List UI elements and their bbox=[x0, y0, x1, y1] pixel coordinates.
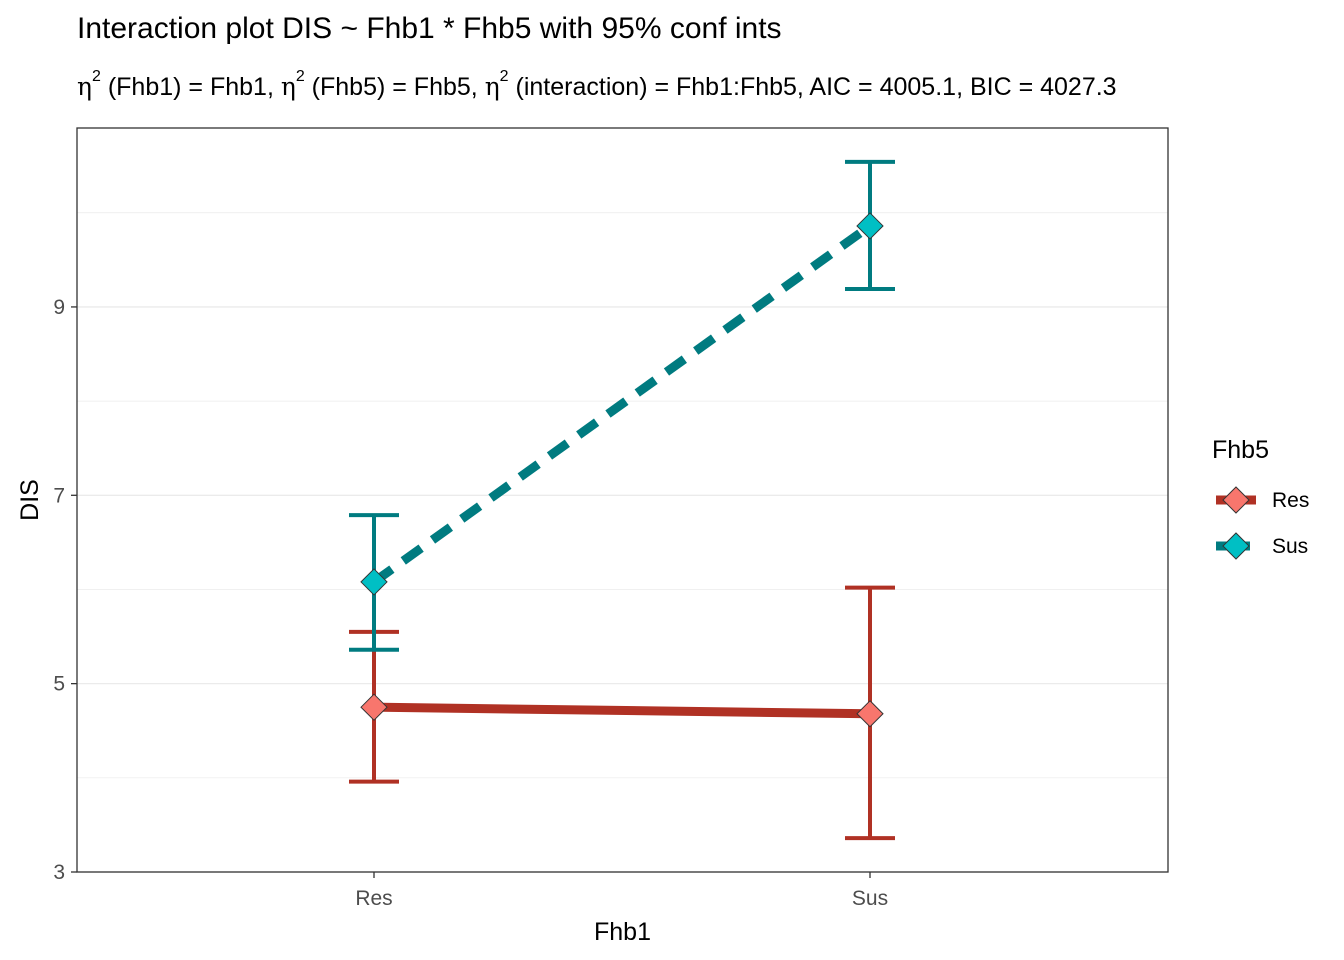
subtitle-part1: (Fhb1) = Fhb1, bbox=[100, 73, 281, 101]
legend-label: Sus bbox=[1272, 535, 1308, 558]
y-tick-label: 7 bbox=[53, 484, 65, 507]
panel-border bbox=[76, 127, 1169, 873]
series-line-res bbox=[373, 702, 871, 719]
y-tick-label: 3 bbox=[53, 861, 65, 884]
y-tick-label: 9 bbox=[53, 296, 65, 319]
legend-key-point bbox=[1222, 486, 1250, 514]
grid-lines bbox=[77, 212, 1168, 873]
eta-symbol: η bbox=[77, 72, 92, 101]
data-point-sus bbox=[856, 212, 884, 240]
eta-superscript: 2 bbox=[91, 68, 101, 85]
y-tick-label: 5 bbox=[53, 673, 65, 696]
legend-key-point bbox=[1222, 532, 1250, 560]
series-layer bbox=[349, 159, 895, 841]
data-point-res bbox=[856, 700, 884, 728]
eta-superscript: 2 bbox=[295, 68, 305, 85]
subtitle-part3: (interaction) = Fhb1:Fhb5, AIC = 4005.1,… bbox=[508, 73, 1117, 101]
x-tick-label: Res bbox=[355, 887, 392, 910]
x-tick-label: Sus bbox=[852, 887, 888, 910]
legend: Fhb5 Res Sus bbox=[1212, 436, 1309, 560]
eta-symbol: η bbox=[280, 72, 296, 101]
x-axis-title: Fhb1 bbox=[594, 918, 651, 946]
series-line-sus bbox=[371, 222, 873, 586]
eta-superscript: 2 bbox=[499, 68, 509, 85]
legend-label: Res bbox=[1272, 489, 1309, 512]
chart-title: Interaction plot DIS ~ Fhb1 * Fhb5 with … bbox=[77, 12, 782, 45]
chart-subtitle: η2 (Fhb1) = Fhb1, η2 (Fhb5) = Fhb5, η2 (… bbox=[77, 68, 1117, 102]
y-axis-title: DIS bbox=[16, 479, 44, 521]
legend-title: Fhb5 bbox=[1212, 436, 1269, 464]
axes: 3 5 7 9 Res Sus Fhb1 DIS bbox=[16, 296, 888, 946]
subtitle-part2: (Fhb5) = Fhb5, bbox=[304, 73, 485, 101]
data-point-res bbox=[360, 693, 388, 721]
data-point-sus bbox=[360, 568, 388, 596]
eta-symbol: η bbox=[484, 72, 500, 101]
